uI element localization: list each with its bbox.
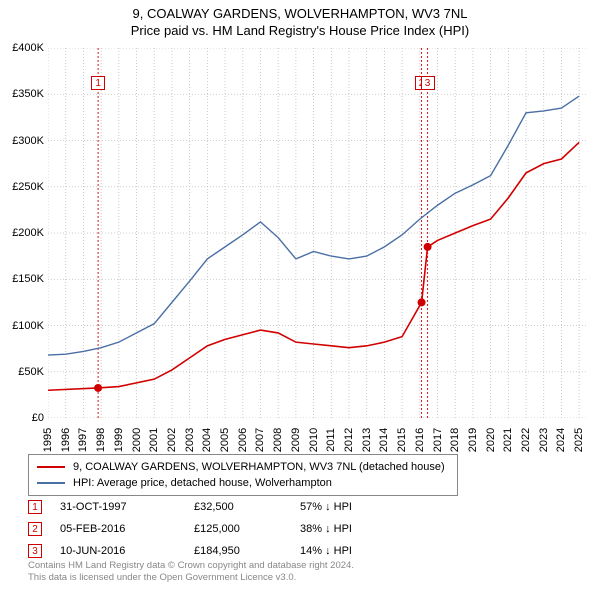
footer-line-1: Contains HM Land Registry data © Crown c… [28, 560, 354, 572]
x-axis-label: 2000 [131, 428, 143, 452]
legend: 9, COALWAY GARDENS, WOLVERHAMPTON, WV3 7… [28, 454, 458, 496]
x-axis-label: 2023 [538, 428, 550, 452]
legend-swatch [37, 482, 65, 484]
x-axis-label: 2013 [361, 428, 373, 452]
transaction-price: £184,950 [194, 545, 294, 557]
x-axis-label: 1999 [113, 428, 125, 452]
transaction-delta: 14% ↓ HPI [300, 545, 400, 557]
transactions-table: 1 31-OCT-1997 £32,500 57% ↓ HPI 2 05-FEB… [28, 496, 400, 562]
x-axis-label: 2006 [237, 428, 249, 452]
x-axis-label: 2022 [520, 428, 532, 452]
y-axis-label: £300K [12, 135, 44, 147]
x-axis-label: 1995 [42, 428, 54, 452]
line-chart [48, 48, 588, 418]
transaction-row: 2 05-FEB-2016 £125,000 38% ↓ HPI [28, 518, 400, 540]
legend-swatch [37, 466, 65, 468]
x-axis-label: 2017 [432, 428, 444, 452]
x-axis-label: 2005 [219, 428, 231, 452]
legend-item-price-paid: 9, COALWAY GARDENS, WOLVERHAMPTON, WV3 7… [37, 459, 449, 475]
y-axis-label: £150K [12, 273, 44, 285]
x-axis-label: 2008 [272, 428, 284, 452]
x-axis-label: 2015 [396, 428, 408, 452]
title-line-1: 9, COALWAY GARDENS, WOLVERHAMPTON, WV3 7… [0, 6, 600, 21]
footer-line-2: This data is licensed under the Open Gov… [28, 572, 354, 584]
x-axis-label: 2021 [502, 428, 514, 452]
footer-attribution: Contains HM Land Registry data © Crown c… [28, 560, 354, 584]
x-axis-label: 2016 [414, 428, 426, 452]
x-axis-label: 1998 [95, 428, 107, 452]
chart-title: 9, COALWAY GARDENS, WOLVERHAMPTON, WV3 7… [0, 0, 600, 38]
x-axis-label: 2025 [573, 428, 585, 452]
legend-label: HPI: Average price, detached house, Wolv… [73, 477, 332, 489]
title-line-2: Price paid vs. HM Land Registry's House … [0, 23, 600, 38]
transaction-date: 10-JUN-2016 [48, 545, 188, 557]
page: 9, COALWAY GARDENS, WOLVERHAMPTON, WV3 7… [0, 0, 600, 590]
x-axis-label: 2004 [201, 428, 213, 452]
x-axis-label: 2007 [254, 428, 266, 452]
x-axis-label: 2009 [290, 428, 302, 452]
transaction-price: £125,000 [194, 523, 294, 535]
x-axis-label: 1996 [60, 428, 72, 452]
x-axis-label: 2018 [449, 428, 461, 452]
x-axis-label: 2003 [184, 428, 196, 452]
legend-label: 9, COALWAY GARDENS, WOLVERHAMPTON, WV3 7… [73, 461, 445, 473]
transaction-delta: 57% ↓ HPI [300, 501, 400, 513]
transaction-date: 31-OCT-1997 [48, 501, 188, 513]
x-axis-label: 1997 [77, 428, 89, 452]
x-axis-label: 2014 [378, 428, 390, 452]
sale-marker-badge: 3 [421, 76, 435, 90]
x-axis-label: 2011 [325, 428, 337, 452]
transaction-delta: 38% ↓ HPI [300, 523, 400, 535]
transaction-price: £32,500 [194, 501, 294, 513]
x-axis-label: 2019 [467, 428, 479, 452]
x-axis-label: 2001 [148, 428, 160, 452]
y-axis-label: £0 [32, 412, 44, 424]
y-axis-label: £250K [12, 181, 44, 193]
x-axis-label: 2020 [485, 428, 497, 452]
x-axis-label: 2024 [555, 428, 567, 452]
y-axis-label: £100K [12, 320, 44, 332]
y-axis-label: £350K [12, 88, 44, 100]
x-axis-label: 2002 [166, 428, 178, 452]
transaction-date: 05-FEB-2016 [48, 523, 188, 535]
legend-item-hpi: HPI: Average price, detached house, Wolv… [37, 475, 449, 491]
y-axis-label: £50K [18, 366, 44, 378]
y-axis-label: £400K [12, 42, 44, 54]
transaction-badge: 3 [28, 544, 42, 558]
chart-area: £0£50K£100K£150K£200K£250K£300K£350K£400… [48, 48, 588, 418]
x-axis-label: 2012 [343, 428, 355, 452]
x-axis-label: 2010 [308, 428, 320, 452]
transaction-badge: 1 [28, 500, 42, 514]
transaction-row: 3 10-JUN-2016 £184,950 14% ↓ HPI [28, 540, 400, 562]
transaction-row: 1 31-OCT-1997 £32,500 57% ↓ HPI [28, 496, 400, 518]
y-axis-label: £200K [12, 227, 44, 239]
transaction-badge: 2 [28, 522, 42, 536]
sale-marker-badge: 1 [91, 76, 105, 90]
